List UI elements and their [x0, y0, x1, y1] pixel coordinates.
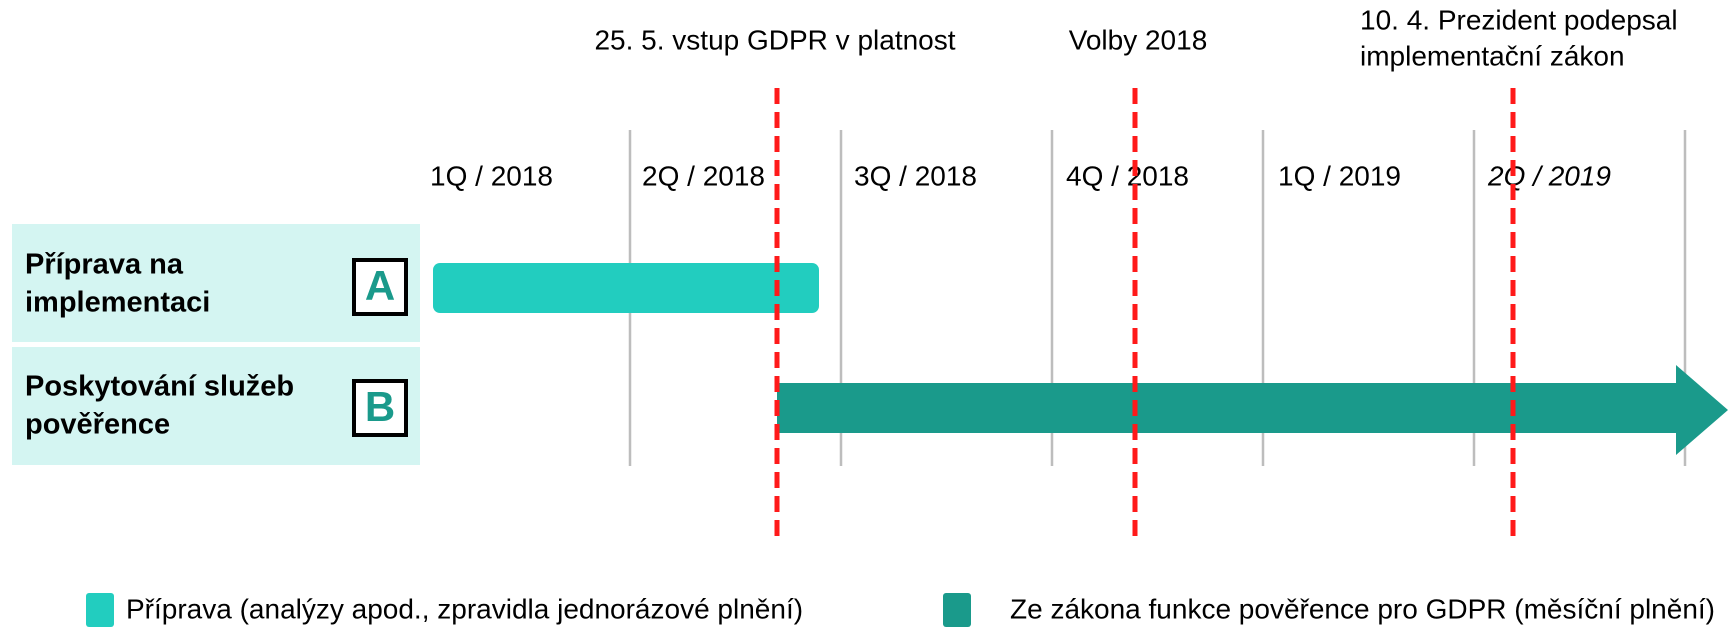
milestone-label: 10. 4. Prezident podepsal [1360, 4, 1678, 35]
row-label: pověřence [25, 409, 170, 441]
quarter-label: 2Q / 2019 [1487, 160, 1611, 191]
badge: A [365, 262, 395, 309]
row-label: implementaci [25, 287, 210, 319]
badge-box [352, 379, 408, 437]
bar-b-arrow [777, 365, 1728, 455]
badge: B [365, 383, 395, 430]
legend-swatch [943, 593, 971, 627]
quarter-label: 3Q / 2018 [854, 160, 977, 191]
legend-label: Příprava (analýzy apod., zpravidla jedno… [126, 593, 803, 624]
row-label: Poskytování služeb [25, 371, 294, 403]
milestone-label: implementační zákon [1360, 40, 1625, 71]
quarter-label: 1Q / 2019 [1278, 160, 1401, 191]
quarter-label: 4Q / 2018 [1066, 160, 1189, 191]
quarter-label: 2Q / 2018 [642, 160, 765, 191]
row-label: Příprava na [25, 249, 184, 281]
bar-a [433, 263, 819, 313]
milestone-label: Volby 2018 [1069, 24, 1208, 55]
quarter-label: 1Q / 2018 [430, 160, 553, 191]
milestone-label: 25. 5. vstup GDPR v platnost [594, 24, 955, 55]
legend-swatch [86, 593, 114, 627]
legend-label: Ze zákona funkce pověřence pro GDPR (měs… [1010, 593, 1715, 624]
badge-box [352, 258, 408, 316]
milestone-lines [774, 88, 1516, 536]
